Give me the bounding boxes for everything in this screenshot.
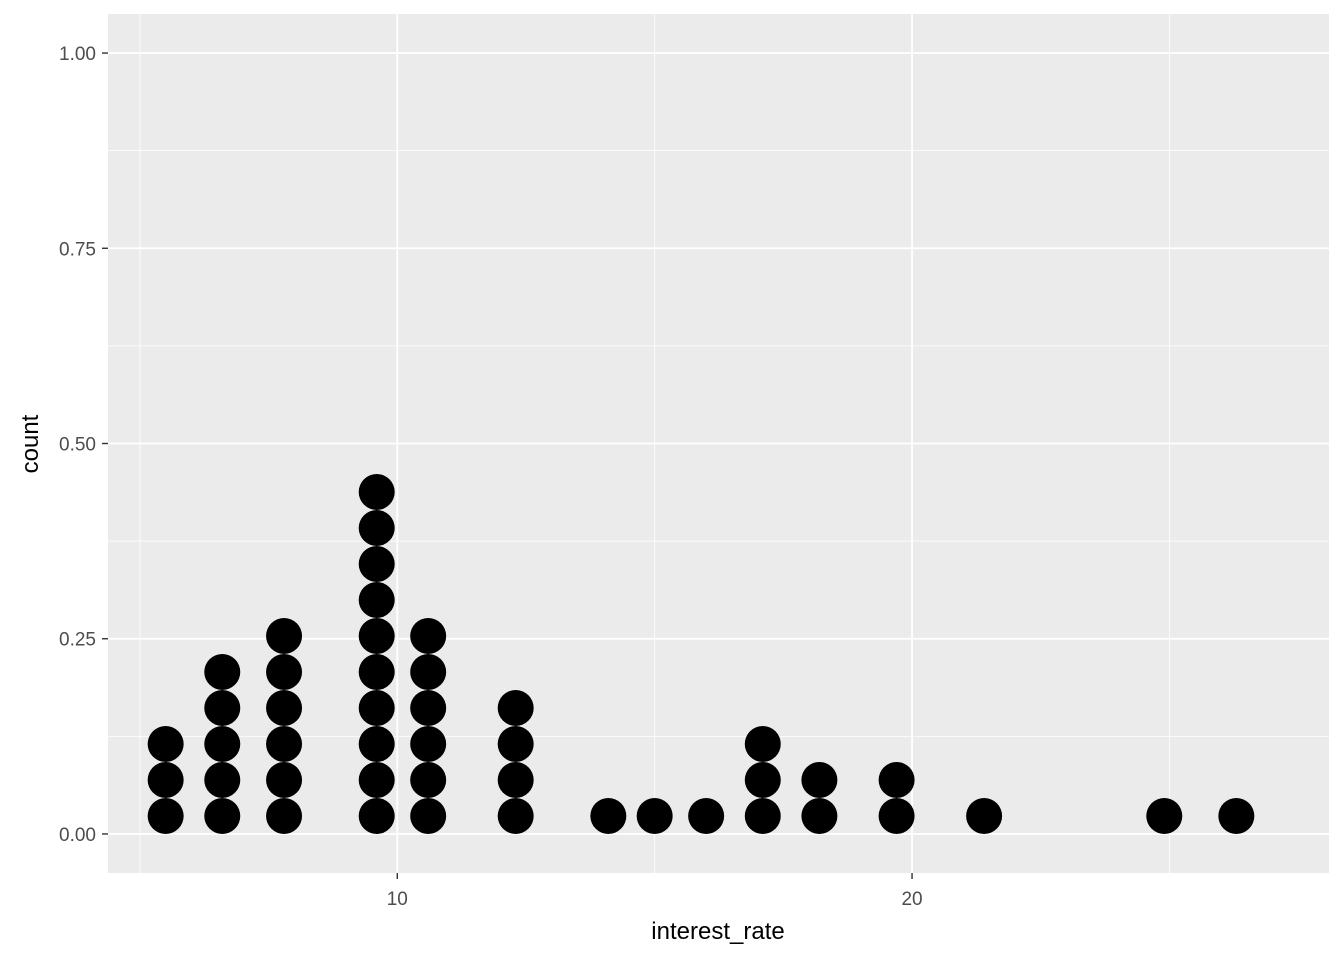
x-axis: 10 20	[387, 873, 923, 910]
dot	[147, 725, 184, 762]
dot	[358, 509, 395, 546]
dot	[410, 725, 447, 762]
dot	[204, 653, 241, 690]
dot	[266, 797, 303, 834]
dot	[410, 689, 447, 726]
dot	[266, 653, 303, 690]
dot	[878, 797, 915, 834]
dot	[410, 761, 447, 798]
dot	[636, 797, 673, 834]
dot	[744, 725, 781, 762]
y-tick-label: 0.25	[59, 630, 96, 651]
x-axis-title: interest_rate	[651, 918, 784, 945]
dot	[266, 617, 303, 654]
y-tick-label: 0.50	[59, 435, 96, 456]
dot	[266, 689, 303, 726]
dot	[358, 689, 395, 726]
dot	[801, 797, 838, 834]
dot	[878, 761, 915, 798]
dot	[497, 761, 534, 798]
y-axis: 0.00 0.25 0.50 0.75 1.00	[59, 44, 108, 846]
dot-stacks	[147, 473, 1255, 834]
y-tick-label: 0.00	[59, 825, 96, 846]
dot	[497, 689, 534, 726]
dot	[358, 617, 395, 654]
dot	[358, 545, 395, 582]
dot	[1218, 797, 1255, 834]
dot	[410, 797, 447, 834]
dot	[590, 797, 627, 834]
dot	[497, 725, 534, 762]
dot	[147, 761, 184, 798]
x-tick-label: 10	[387, 889, 408, 910]
dot	[966, 797, 1003, 834]
x-tick-label: 20	[901, 889, 922, 910]
dot	[410, 617, 447, 654]
major-gridlines	[108, 14, 1329, 873]
dot	[204, 725, 241, 762]
dot	[410, 653, 447, 690]
dot	[358, 581, 395, 618]
dot	[266, 725, 303, 762]
y-axis-title: count	[17, 414, 44, 473]
dot	[358, 797, 395, 834]
y-tick-label: 1.00	[59, 44, 96, 65]
dot	[358, 761, 395, 798]
dot	[147, 797, 184, 834]
dot	[358, 725, 395, 762]
dot	[266, 761, 303, 798]
dot	[744, 797, 781, 834]
dot	[358, 473, 395, 510]
dot	[204, 797, 241, 834]
dot	[688, 797, 725, 834]
dot	[1146, 797, 1183, 834]
dot	[358, 653, 395, 690]
dot	[497, 797, 534, 834]
dot	[801, 761, 838, 798]
dot	[204, 689, 241, 726]
y-tick-label: 0.75	[59, 239, 96, 260]
dot	[204, 761, 241, 798]
dot	[744, 761, 781, 798]
